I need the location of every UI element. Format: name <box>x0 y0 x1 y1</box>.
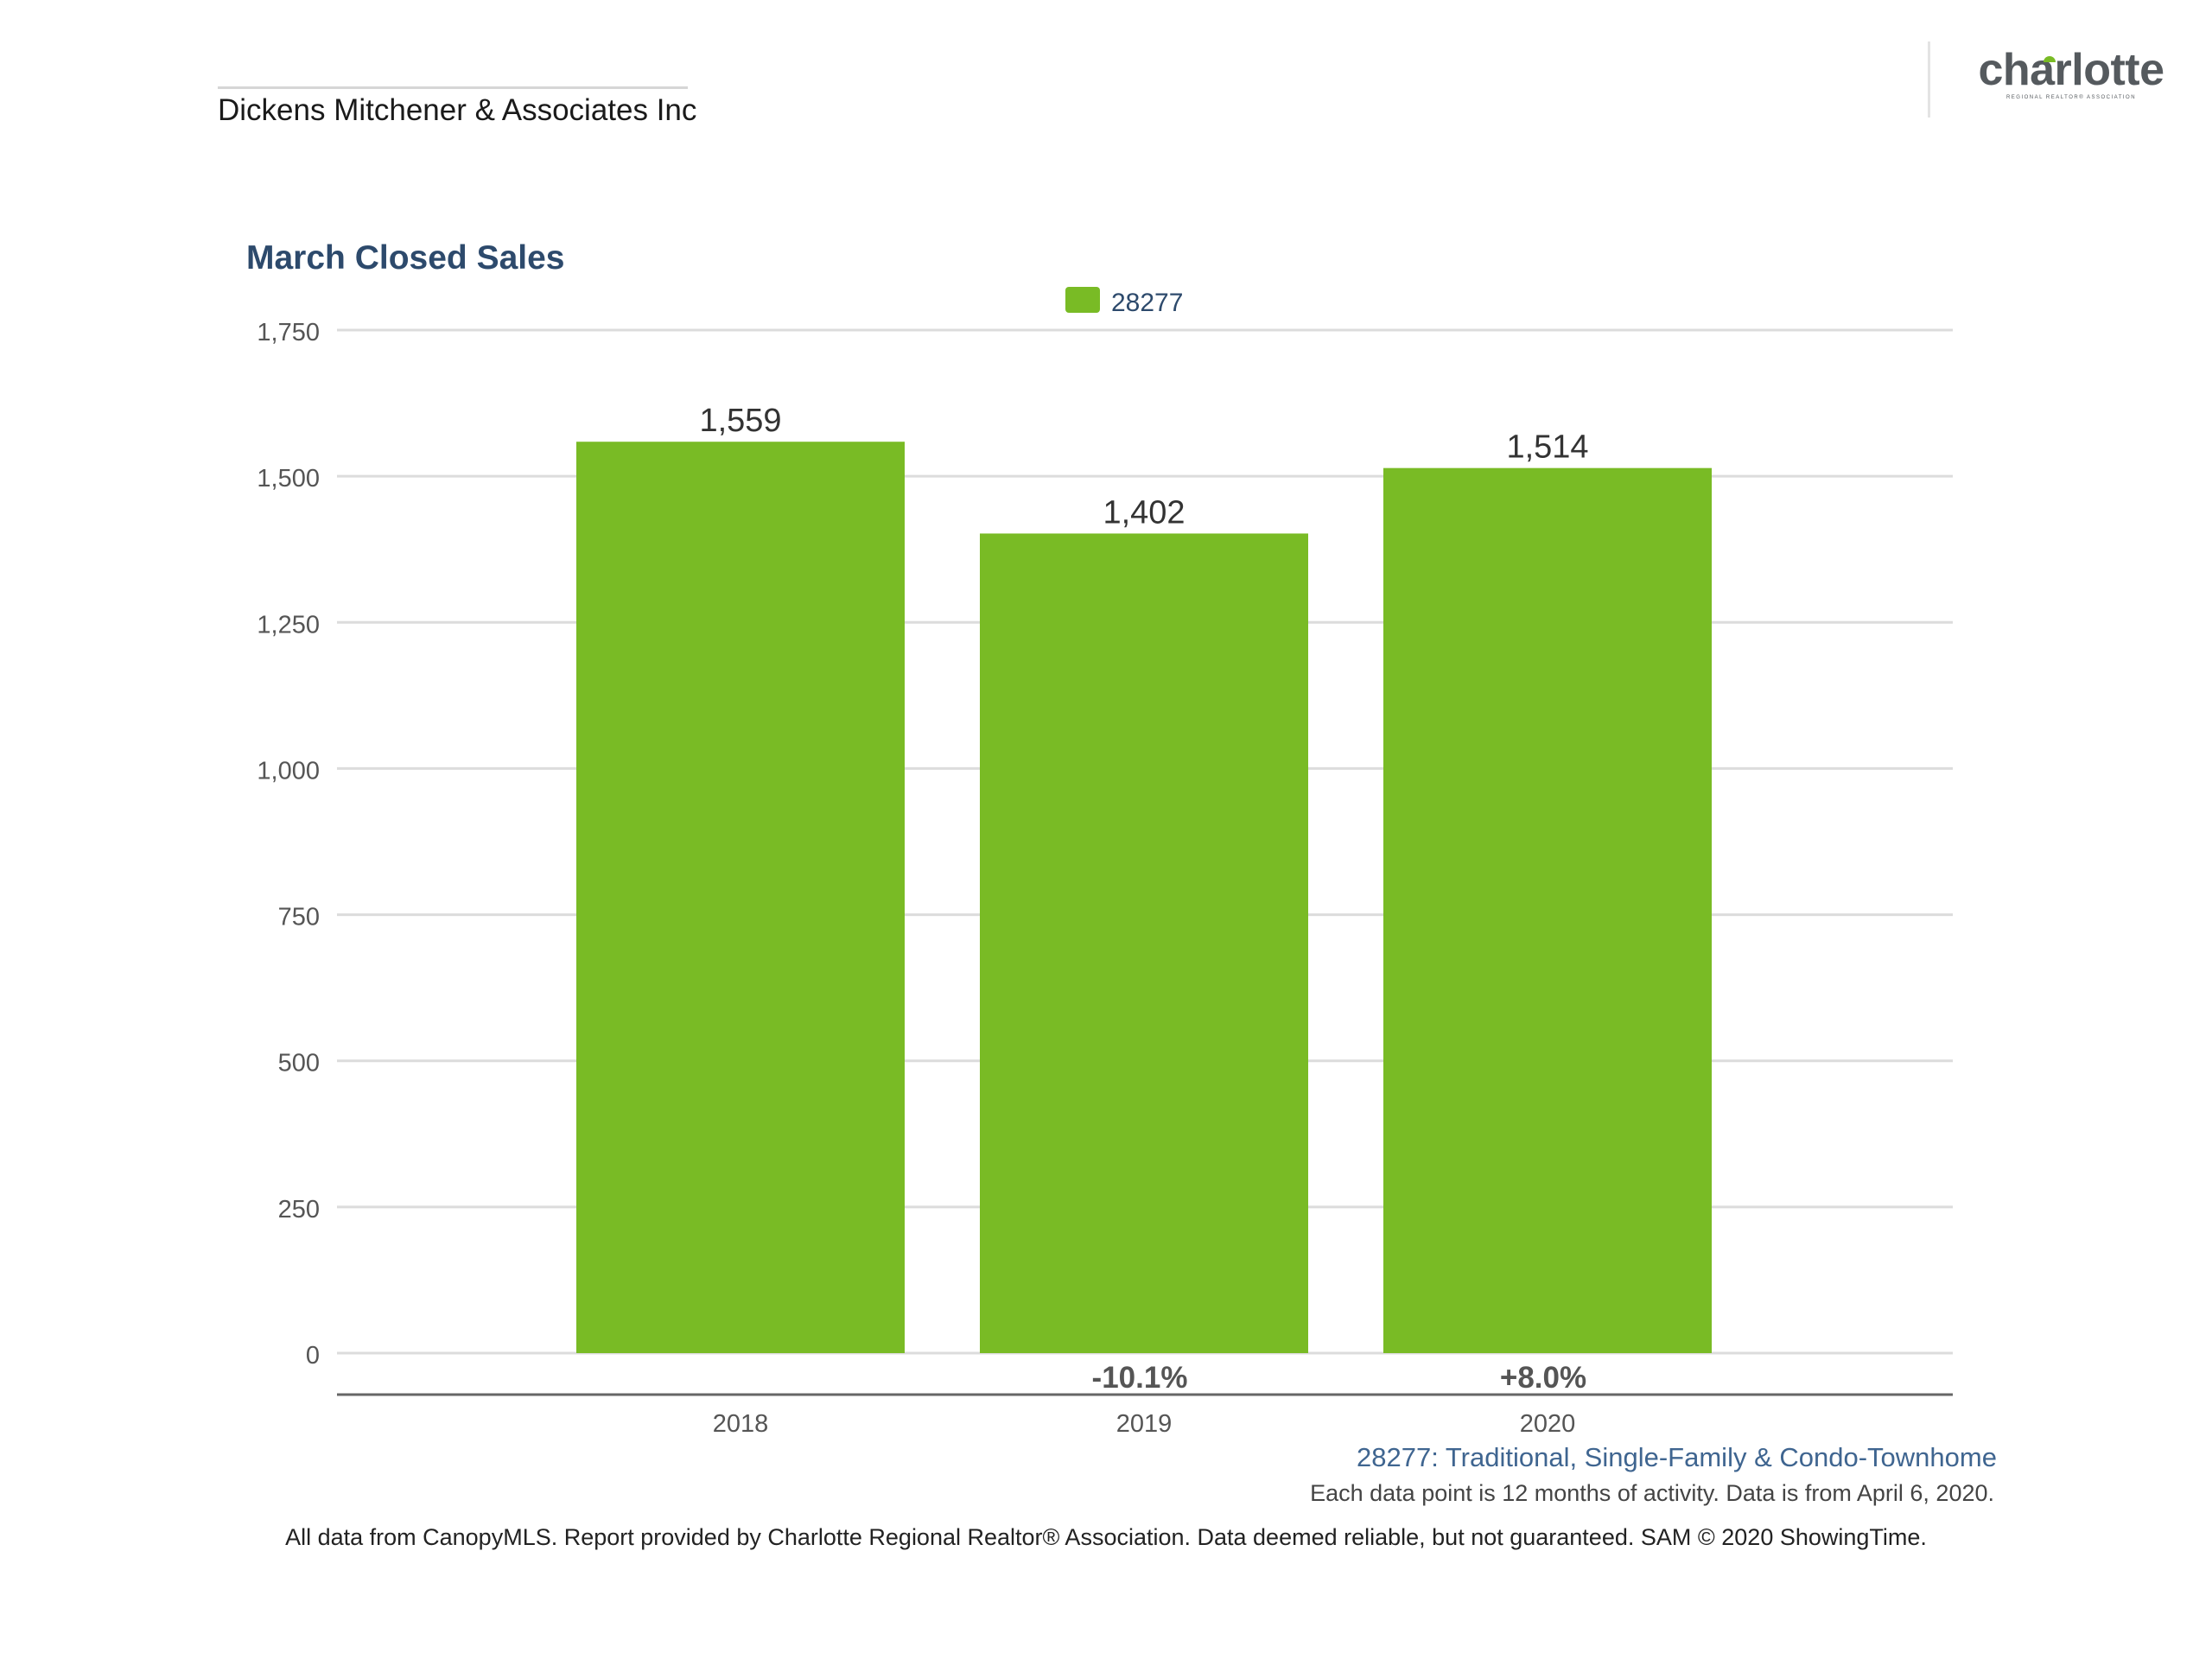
y-tick-label: 1,000 <box>257 757 320 785</box>
y-tick-label: 750 <box>278 904 320 931</box>
y-tick-label: 1,750 <box>257 319 320 346</box>
y-tick-label: 1,250 <box>257 611 320 639</box>
change-label: -10.1% <box>1092 1361 1188 1395</box>
x-tick-label: 2019 <box>1116 1410 1173 1438</box>
data-labels: 1,559 1,402 1,514 <box>699 403 1588 531</box>
company-name: Dickens Mitchener & Associates Inc <box>218 93 697 127</box>
charlotte-logo: charlotte REGIONAL REALTOR® ASSOCIATION <box>1974 43 2168 100</box>
logo-divider <box>1928 41 1930 118</box>
series-caption: 28277: Traditional, Single-Family & Cond… <box>1357 1442 1997 1472</box>
data-label: 1,402 <box>1103 494 1185 531</box>
logo-subtitle: REGIONAL REALTOR® ASSOCIATION <box>2005 95 2137 100</box>
header-divider <box>218 86 688 89</box>
change-label: +8.0% <box>1500 1361 1586 1395</box>
x-tick-label: 2020 <box>1520 1410 1576 1438</box>
x-axis-ticks: 2018 2019 2020 <box>713 1410 1576 1438</box>
bar-2020 <box>1383 467 1712 1353</box>
chart-title: March Closed Sales <box>246 239 565 276</box>
data-label: 1,514 <box>1506 429 1588 466</box>
y-tick-label: 0 <box>306 1342 320 1370</box>
y-tick-label: 1,500 <box>257 465 320 493</box>
legend-label: 28277 <box>1111 289 1183 317</box>
logo-wordmark: charlotte <box>1978 45 2164 95</box>
x-tick-label: 2018 <box>713 1410 769 1438</box>
y-axis-ticks: 0 250 500 750 1,000 1,250 1,500 1,750 <box>257 319 320 1370</box>
legend-swatch <box>1065 287 1100 313</box>
legend: 28277 <box>1065 287 1183 317</box>
data-label: 1,559 <box>699 403 781 439</box>
bars <box>576 442 1712 1354</box>
bar-2018 <box>576 442 905 1354</box>
logo-accent-icon <box>2044 56 2056 62</box>
change-labels: -10.1% +8.0% <box>1092 1361 1587 1395</box>
bar-2019 <box>980 533 1308 1353</box>
disclaimer: All data from CanopyMLS. Report provided… <box>285 1524 1927 1550</box>
y-tick-label: 250 <box>278 1196 320 1224</box>
data-note: Each data point is 12 months of activity… <box>1310 1480 1994 1506</box>
y-tick-label: 500 <box>278 1050 320 1077</box>
